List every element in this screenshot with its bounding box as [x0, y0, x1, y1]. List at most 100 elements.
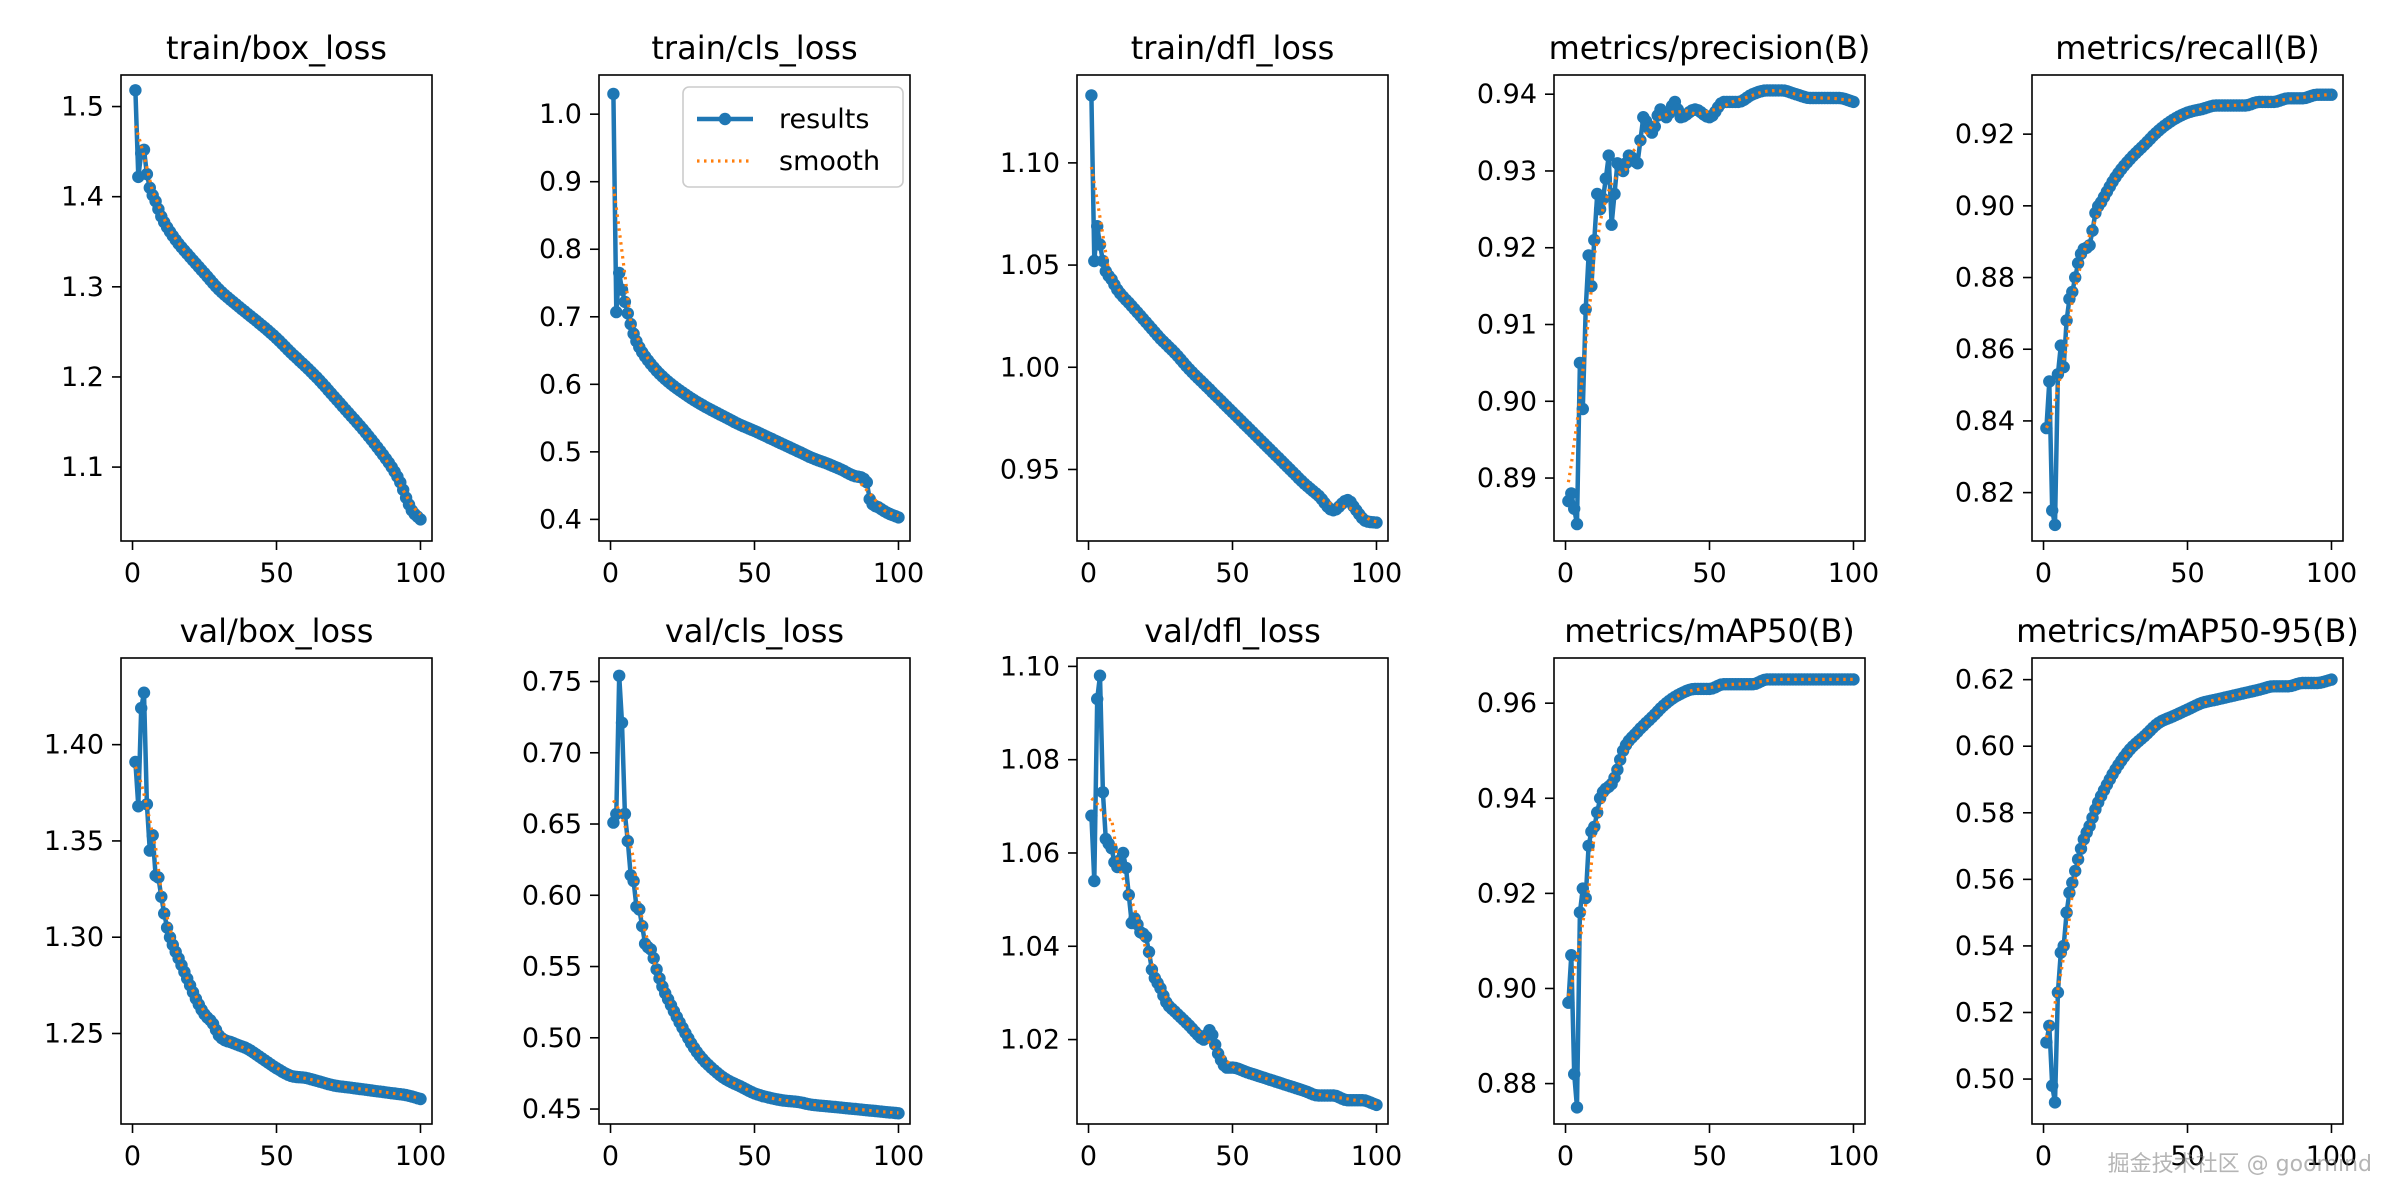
y-tick-label: 0.96: [1477, 688, 1537, 719]
y-tick-label: 0.92: [1477, 878, 1537, 909]
y-tick-label: 0.56: [1955, 864, 2015, 895]
results-point: [1588, 820, 1601, 833]
results-point: [2048, 518, 2062, 532]
results-point: [621, 307, 634, 320]
subplot-val-cls-loss: val/cls_loss 0 50 100 0.45 0.50 0.55 0.60 0.65 0.…: [522, 612, 924, 1172]
results-point: [1588, 233, 1601, 247]
legend-box: [682, 86, 904, 188]
subplot-metrics-map50-b-: metrics/mAP50(B) 0 50 100 0.88 0.90 0.92 0.94 0.…: [1477, 612, 1879, 1172]
y-tick-label: 1.3: [61, 272, 104, 303]
results-point: [1088, 874, 1101, 888]
results-point: [1568, 1067, 1581, 1081]
x-tick-label: 0: [2035, 558, 2052, 589]
x-tick-label: 0: [602, 1141, 619, 1172]
y-tick-label: 0.93: [1477, 156, 1537, 187]
y-tick-label: 0.89: [1477, 463, 1537, 494]
results-point: [1570, 517, 1584, 531]
y-tick-label: 0.94: [1477, 783, 1537, 814]
x-tick-label: 100: [395, 1141, 447, 1172]
subplot-title: metrics/mAP50(B): [1564, 612, 1855, 650]
subplot-title: train/dfl_loss: [1131, 29, 1335, 67]
results-point: [2325, 673, 2338, 686]
subplot-val-dfl-loss: val/dfl_loss 0 50 100 1.02 1.04 1.06 1.08 1.10: [1000, 612, 1402, 1172]
subplot-metrics-map50-95-b-: metrics/mAP50-95(B) 0 50 100 0.50 0.52 0.54 0.5…: [1955, 612, 2359, 1172]
results-point: [1634, 134, 1647, 147]
x-tick-label: 0: [1557, 558, 1574, 589]
x-tick-label: 50: [737, 558, 771, 589]
results-point: [1608, 187, 1621, 201]
y-tick-label: 0.7: [539, 302, 582, 333]
y-tick-label: 1.06: [1000, 838, 1060, 869]
results-point: [1116, 846, 1130, 860]
x-tick-label: 100: [1351, 558, 1403, 589]
results-point: [135, 701, 148, 715]
legend-smooth-label: smooth: [779, 146, 880, 177]
x-tick-label: 100: [1828, 1141, 1880, 1172]
y-tick-label: 0.62: [1955, 665, 2015, 696]
results-point: [1570, 1101, 1584, 1114]
results-point: [1631, 157, 1644, 170]
y-tick-label: 1.1: [61, 452, 104, 483]
results-point: [615, 716, 629, 729]
y-tick-label: 0.90: [1477, 973, 1537, 1004]
results-point: [2051, 986, 2065, 999]
results-point: [414, 513, 427, 526]
y-tick-label: 0.82: [1955, 478, 2015, 509]
y-tick-label: 0.9: [539, 167, 582, 198]
x-tick-label: 50: [2170, 1141, 2204, 1172]
results-point: [143, 844, 156, 857]
results-point: [618, 807, 632, 821]
results-point: [1119, 861, 1133, 875]
y-tick-label: 1.00: [1000, 352, 1060, 383]
y-tick-label: 0.6: [539, 369, 582, 400]
results-point: [2063, 886, 2076, 899]
y-tick-label: 1.10: [1000, 148, 1060, 179]
x-tick-label: 0: [124, 558, 141, 589]
x-tick-label: 50: [2170, 558, 2204, 589]
y-tick-label: 0.58: [1955, 798, 2015, 829]
x-tick-label: 50: [259, 558, 293, 589]
results-point: [1573, 906, 1587, 919]
y-tick-label: 1.4: [61, 182, 104, 213]
results-point: [2069, 864, 2082, 878]
results-point: [1565, 949, 1578, 962]
results-point: [1093, 238, 1107, 251]
smooth-line: [1566, 89, 1854, 483]
results-point: [1206, 1028, 1219, 1042]
results-point: [2043, 375, 2056, 388]
results-point: [1139, 930, 1153, 944]
results-point: [892, 511, 905, 524]
results-point: [647, 952, 660, 965]
results-point: [129, 84, 142, 97]
legend: results smooth: [682, 86, 904, 188]
results-point: [2066, 285, 2079, 299]
results-point: [610, 807, 623, 821]
x-tick-label: 100: [1828, 558, 1880, 589]
results-point: [1562, 996, 1575, 1009]
x-tick-label: 100: [873, 1141, 925, 1172]
results-point: [1565, 487, 1578, 500]
y-tick-label: 0.95: [1000, 454, 1060, 485]
x-tick-label: 0: [2035, 1141, 2052, 1172]
results-point: [1576, 882, 1590, 895]
x-tick-label: 100: [873, 558, 925, 589]
subplot-title: val/cls_loss: [665, 612, 844, 650]
smooth-line: [2044, 93, 2332, 429]
subplot-title: val/dfl_loss: [1144, 612, 1321, 650]
subplot-metrics-precision-b-: metrics/precision(B) 0 50 100 0.89 0.90 0.91 0.…: [1477, 29, 1879, 589]
y-tick-label: 1.10: [1000, 651, 1060, 682]
results-point: [2069, 271, 2082, 284]
results-point: [613, 266, 626, 280]
y-tick-label: 0.84: [1955, 406, 2015, 437]
results-point: [607, 87, 620, 101]
y-tick-label: 0.70: [522, 738, 582, 769]
y-tick-label: 0.65: [522, 809, 582, 840]
y-tick-label: 1.25: [44, 1018, 104, 1049]
y-tick-label: 0.94: [1477, 79, 1537, 110]
subplot-title: metrics/mAP50-95(B): [2016, 612, 2359, 650]
results-point: [158, 907, 171, 920]
legend-results-label: results: [779, 104, 869, 135]
x-tick-label: 0: [1080, 558, 1097, 589]
y-tick-label: 0.5: [539, 437, 582, 468]
x-tick-label: 0: [124, 1141, 141, 1172]
